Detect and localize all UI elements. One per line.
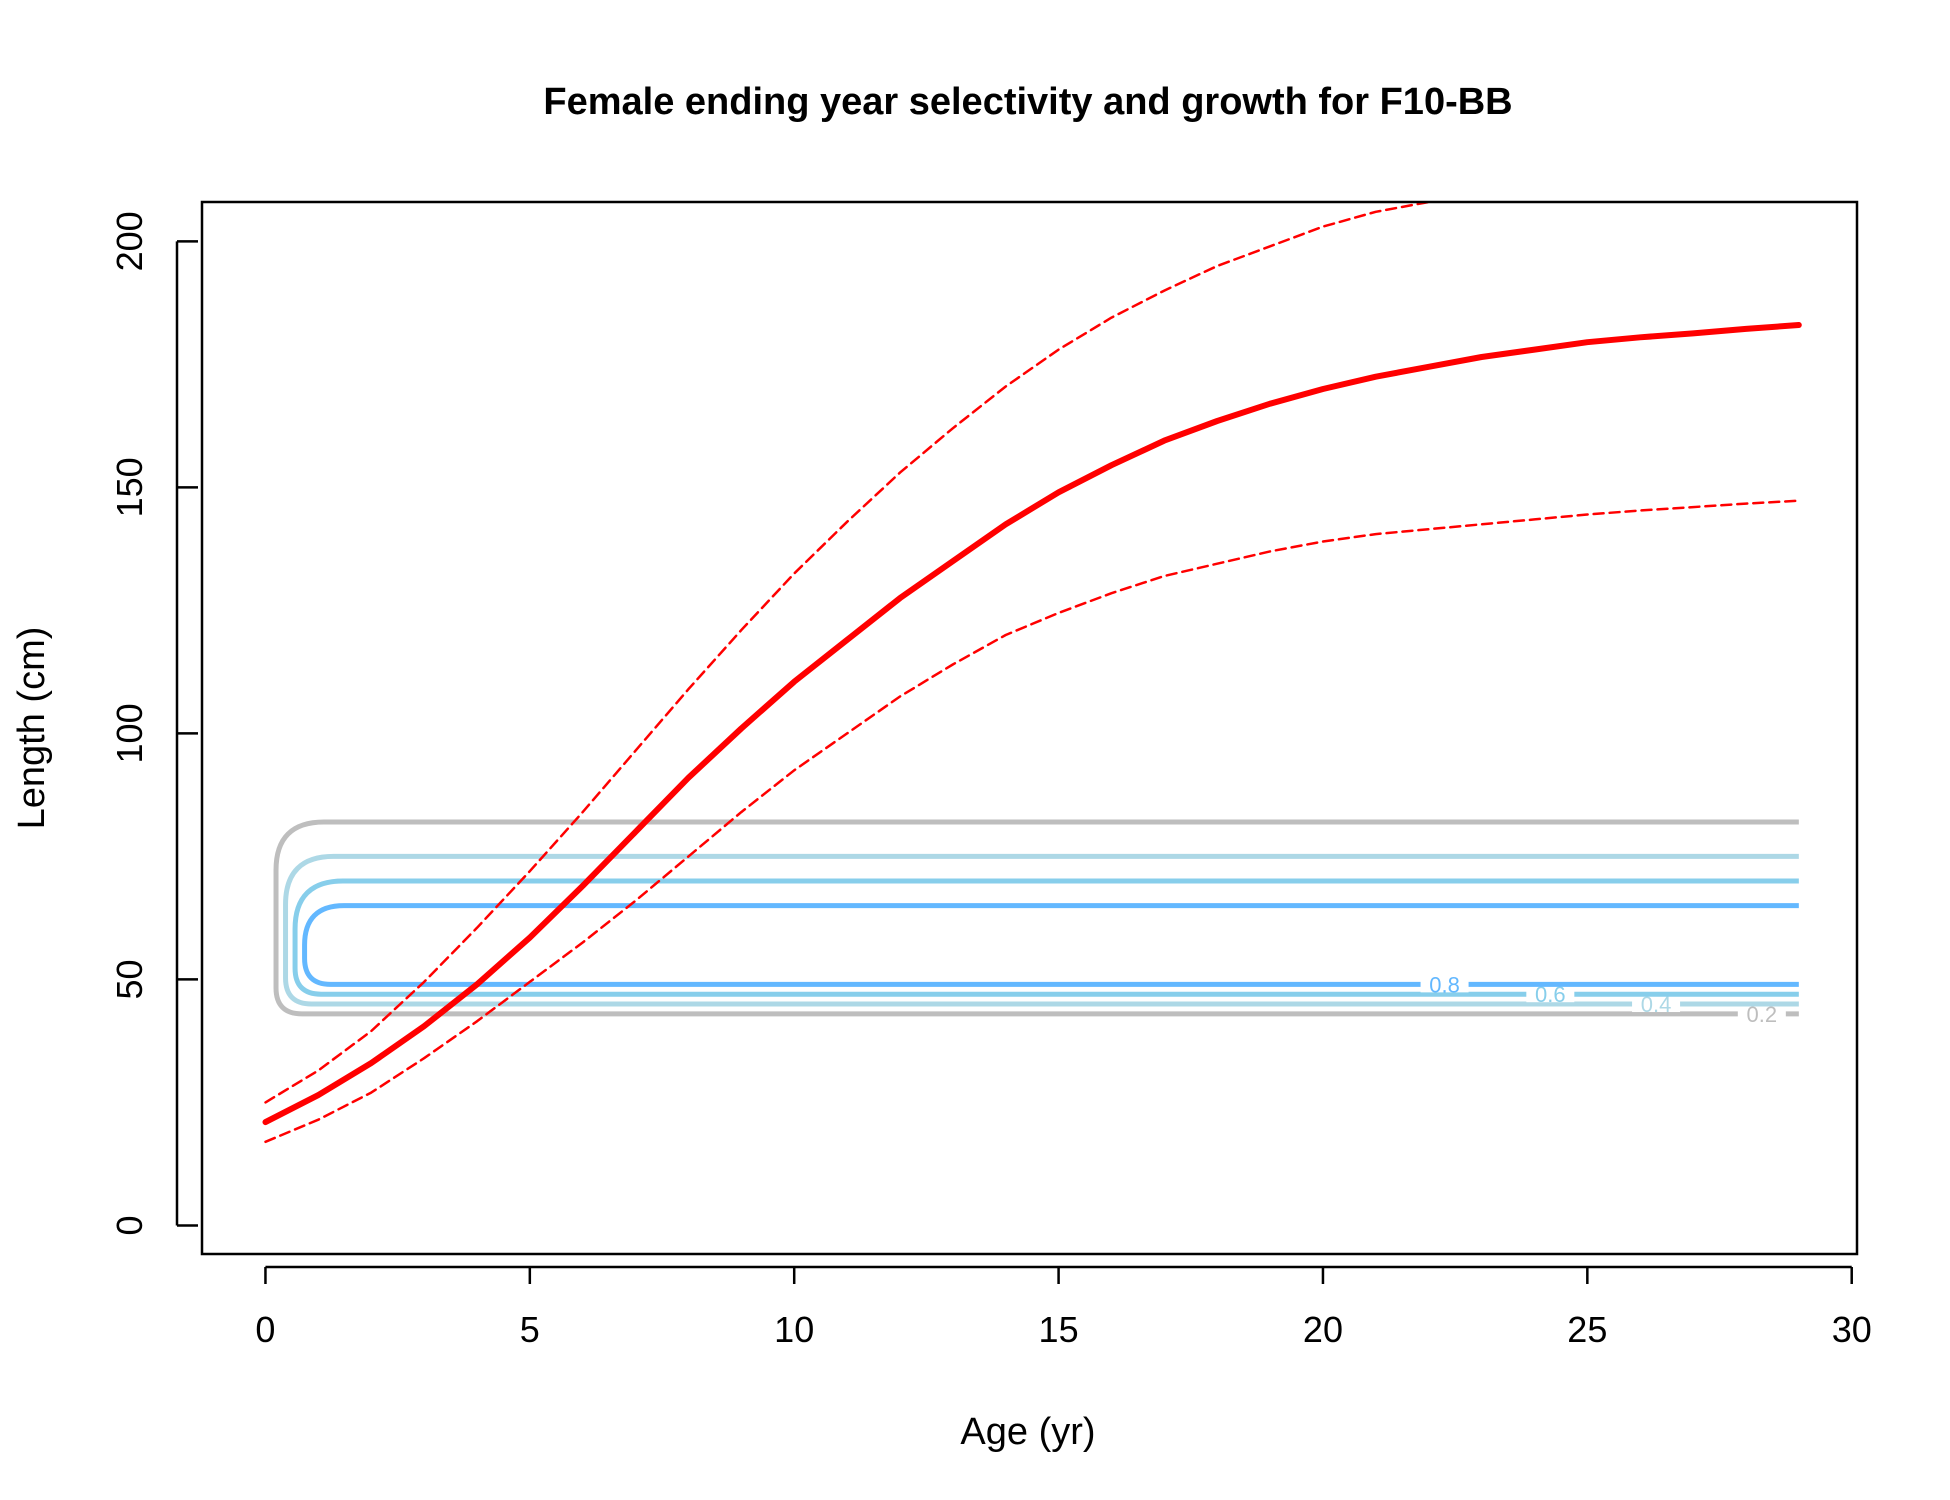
selectivity-contour-0.8 <box>302 903 1799 987</box>
y-tick-label: 150 <box>109 457 150 517</box>
y-axis-label: Length (cm) <box>11 627 53 830</box>
x-tick-label: 0 <box>255 1309 275 1350</box>
y-tick-label: 100 <box>109 703 150 763</box>
y-tick-label: 50 <box>109 959 150 999</box>
contour-label-gap <box>1526 986 1575 1003</box>
y-tick-label: 0 <box>109 1215 150 1235</box>
y-axis: 0 50 100 150 200 <box>109 211 198 1235</box>
x-axis: 0 5 10 15 20 25 30 <box>255 1265 1872 1350</box>
x-tick-label: 15 <box>1039 1309 1079 1350</box>
x-tick-label: 5 <box>520 1309 540 1350</box>
chart-title: Female ending year selectivity and growt… <box>543 81 1512 123</box>
contour-label-gap <box>1420 976 1469 993</box>
selectivity-contour-0.2 <box>273 819 1799 1017</box>
contour-label-gap <box>1632 996 1681 1013</box>
y-tick-label: 200 <box>109 211 150 271</box>
x-tick-label: 25 <box>1567 1309 1607 1350</box>
contour-label-0.8: 0.8 <box>1429 972 1460 997</box>
selectivity-contour-0.6 <box>292 878 1799 997</box>
x-axis-label: Age (yr) <box>960 1411 1095 1453</box>
growth-mean-line <box>262 322 1802 1126</box>
growth-upper-bound-line <box>264 202 1430 1104</box>
x-tick-label: 10 <box>774 1309 814 1350</box>
x-tick-label: 20 <box>1303 1309 1343 1350</box>
plot-frame <box>200 200 1859 1256</box>
plot-area: 0.20.40.60.8 <box>262 202 1802 1144</box>
contour-label-gap <box>1737 1005 1786 1022</box>
growth-lower-bound-line <box>264 499 1801 1144</box>
x-tick-label: 30 <box>1832 1309 1872 1350</box>
selectivity-contour-0.4 <box>283 853 1799 1007</box>
